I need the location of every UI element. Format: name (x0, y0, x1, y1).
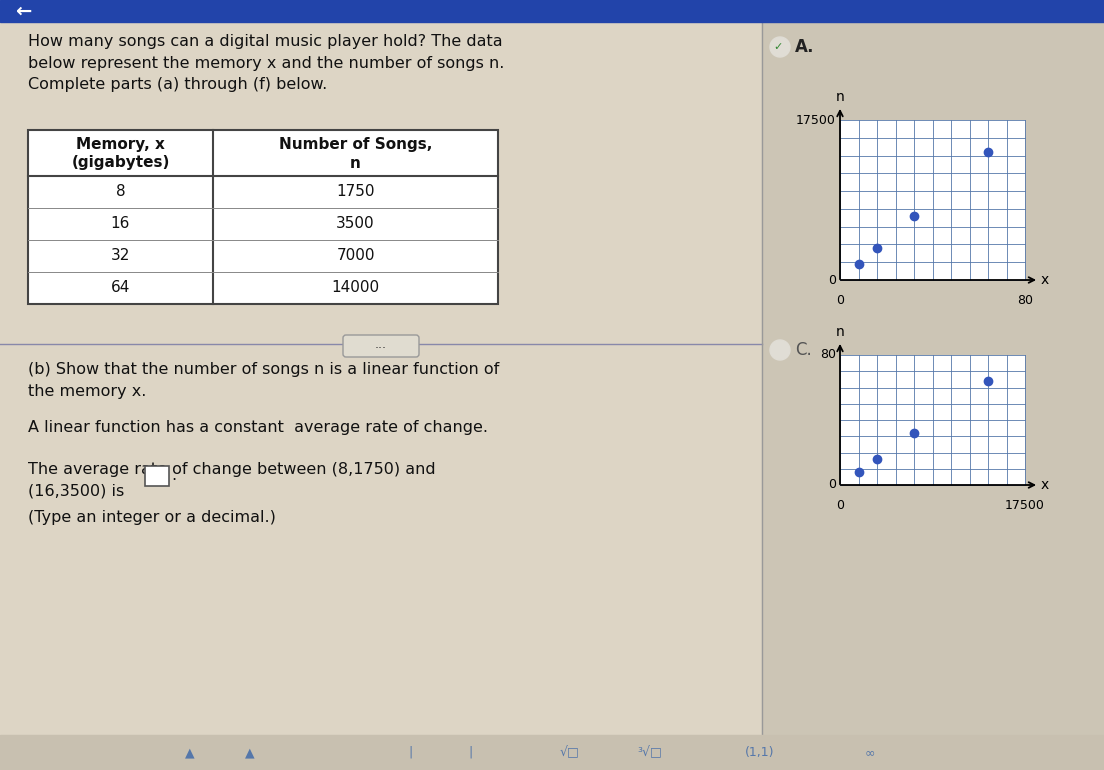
Bar (145, 466, 169, 486)
Text: |: | (407, 746, 412, 759)
Bar (28, 130, 498, 304)
Text: Number of Songs,: Number of Songs, (279, 136, 432, 152)
Circle shape (769, 37, 790, 57)
Bar (840, 120, 1025, 280)
Text: 1750: 1750 (337, 185, 374, 199)
Text: x: x (1041, 478, 1049, 492)
Text: 8: 8 (116, 185, 126, 199)
Text: ▲: ▲ (245, 746, 255, 759)
Text: ³√□: ³√□ (638, 746, 662, 759)
Text: How many songs can a digital music player hold? The data
below represent the mem: How many songs can a digital music playe… (28, 34, 505, 92)
Text: 80: 80 (820, 349, 836, 361)
Text: (1,1): (1,1) (745, 746, 775, 759)
Text: 7000: 7000 (337, 249, 374, 263)
Text: 0: 0 (828, 273, 836, 286)
Circle shape (769, 340, 790, 360)
Text: (16,3500) is: (16,3500) is (28, 484, 125, 499)
Bar (840, 355, 1025, 485)
Text: (Type an integer or a decimal.): (Type an integer or a decimal.) (28, 510, 276, 525)
Text: 0: 0 (836, 294, 843, 307)
Text: (gigabytes): (gigabytes) (72, 156, 170, 170)
Text: ...: ... (375, 339, 388, 351)
Bar (0, 0, 1104, 22)
Bar (762, 22, 1104, 735)
Text: C.: C. (795, 341, 811, 359)
Text: ▲: ▲ (185, 746, 194, 759)
Text: 17500: 17500 (796, 113, 836, 126)
Text: ✓: ✓ (773, 42, 783, 52)
Text: A linear function has a constant  average rate of change.: A linear function has a constant average… (28, 420, 488, 435)
Text: (b) Show that the number of songs n is a linear function of
the memory x.: (b) Show that the number of songs n is a… (28, 362, 499, 399)
Text: 16: 16 (110, 216, 130, 232)
Text: A.: A. (795, 38, 815, 56)
Text: 14000: 14000 (331, 280, 380, 296)
Text: √□: √□ (560, 746, 580, 759)
Text: 3500: 3500 (337, 216, 375, 232)
Text: ∞: ∞ (864, 746, 875, 759)
Text: n: n (836, 325, 845, 339)
Text: 64: 64 (110, 280, 130, 296)
Text: 80: 80 (1017, 294, 1033, 307)
Text: ←: ← (15, 2, 31, 21)
Text: 0: 0 (828, 478, 836, 491)
Bar (0, 22, 762, 735)
Text: x: x (1041, 273, 1049, 287)
Text: The average rate of change between (8,1750) and: The average rate of change between (8,17… (28, 462, 436, 477)
FancyBboxPatch shape (343, 335, 420, 357)
Text: 17500: 17500 (1005, 499, 1045, 512)
Text: n: n (836, 90, 845, 104)
Text: .: . (171, 468, 177, 484)
Text: |: | (468, 746, 473, 759)
Text: 32: 32 (110, 249, 130, 263)
Text: 0: 0 (836, 499, 843, 512)
Text: n: n (350, 156, 361, 170)
Text: Memory, x: Memory, x (76, 136, 164, 152)
Bar (0, 735, 1104, 770)
